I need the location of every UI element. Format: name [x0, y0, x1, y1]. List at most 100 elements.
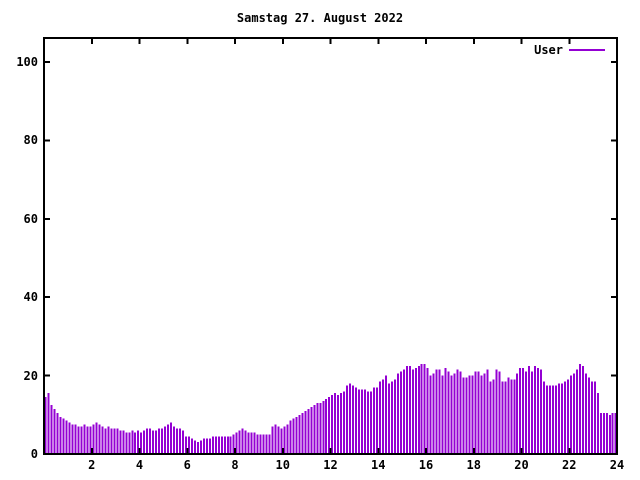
bar [128, 432, 131, 454]
bar [122, 430, 125, 454]
bar [596, 393, 599, 454]
bar [498, 371, 501, 454]
bar [217, 436, 220, 454]
bar [256, 434, 259, 454]
bar [438, 369, 441, 454]
bar [196, 442, 199, 454]
bar [173, 426, 176, 454]
bar [599, 412, 602, 454]
bar [125, 432, 128, 454]
bar [561, 383, 563, 454]
bar [614, 412, 617, 454]
bar [605, 412, 608, 454]
bar [489, 381, 492, 454]
bar [137, 430, 140, 454]
x-axis-tick-label: 2 [88, 458, 96, 472]
bar [259, 434, 262, 454]
bar [572, 373, 575, 454]
bar [447, 371, 450, 454]
bar [483, 373, 486, 454]
bar [208, 438, 211, 454]
bar [247, 432, 250, 454]
bar [176, 428, 179, 454]
bar [546, 385, 549, 454]
y-axis-tick-label: 100 [16, 55, 38, 69]
bar [495, 369, 498, 454]
bar [555, 385, 558, 454]
bar [229, 436, 232, 454]
bar [611, 412, 614, 454]
bar [465, 377, 468, 454]
bar [543, 381, 546, 454]
bar [367, 391, 370, 454]
bar [444, 367, 447, 454]
bar [232, 434, 235, 454]
bar [113, 428, 116, 454]
x-axis-tick-label: 22 [562, 458, 577, 472]
bar [187, 436, 190, 454]
bar [250, 432, 253, 454]
bar [510, 379, 513, 454]
bar [149, 428, 152, 454]
x-axis-tick-label: 18 [466, 458, 481, 472]
bar [352, 385, 355, 454]
x-axis-tick-label: 14 [371, 458, 386, 472]
bar [429, 375, 432, 454]
bar [184, 436, 187, 454]
bars-series-user [44, 363, 617, 454]
bar [158, 428, 161, 454]
bar [181, 430, 184, 454]
bar [566, 379, 569, 454]
bar [152, 430, 155, 454]
bar [471, 375, 474, 454]
bar [581, 365, 584, 454]
bar [47, 393, 50, 454]
bar [220, 436, 223, 454]
bar [325, 399, 328, 454]
bar [268, 434, 271, 454]
bar [205, 438, 208, 454]
bar [540, 369, 543, 454]
bar [381, 379, 384, 454]
bar [534, 365, 537, 454]
x-axis-tick-label: 16 [418, 458, 434, 472]
bar [569, 375, 572, 454]
bar [537, 367, 540, 454]
bar [307, 408, 310, 454]
bar [340, 393, 343, 454]
bar [146, 428, 149, 454]
bar [411, 369, 414, 454]
bar [193, 440, 196, 454]
bar [289, 420, 292, 454]
plot-border [43, 37, 618, 455]
bar [584, 373, 587, 454]
bar [271, 426, 274, 454]
chart-title: Samstag 27. August 2022 [236, 11, 404, 25]
bar [334, 393, 337, 454]
bar [450, 375, 453, 454]
bar [286, 424, 289, 454]
bar [89, 426, 92, 454]
bar [504, 381, 507, 454]
bar [301, 412, 304, 454]
bar [399, 371, 402, 454]
bar [179, 428, 181, 454]
bar [202, 438, 205, 454]
bar [98, 424, 101, 454]
bar [214, 436, 217, 454]
bar [370, 391, 372, 454]
legend-entry-user-label: User [534, 43, 563, 57]
bar [143, 430, 146, 454]
bar [459, 371, 462, 454]
bar [134, 432, 137, 454]
bar [378, 381, 381, 454]
bar [131, 430, 134, 454]
bar [274, 424, 277, 454]
bar [164, 426, 167, 454]
bar [101, 426, 104, 454]
bar [453, 373, 456, 454]
bar [608, 414, 611, 454]
y-axis-tick-label: 0 [30, 447, 38, 461]
bar [292, 418, 295, 454]
